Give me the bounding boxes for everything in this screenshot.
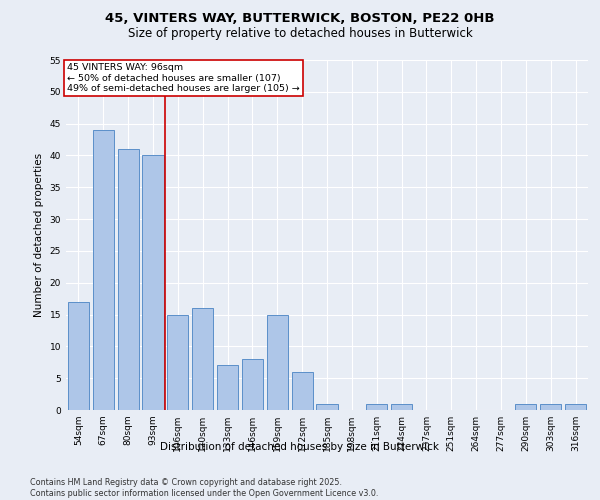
Bar: [565, 404, 586, 410]
Text: Contains HM Land Registry data © Crown copyright and database right 2025.
Contai: Contains HM Land Registry data © Crown c…: [30, 478, 379, 498]
Bar: [217, 366, 238, 410]
Bar: [167, 314, 188, 410]
Bar: [118, 149, 139, 410]
Bar: [292, 372, 313, 410]
Text: 45, VINTERS WAY, BUTTERWICK, BOSTON, PE22 0HB: 45, VINTERS WAY, BUTTERWICK, BOSTON, PE2…: [105, 12, 495, 26]
Bar: [515, 404, 536, 410]
Bar: [68, 302, 89, 410]
Text: 45 VINTERS WAY: 96sqm
← 50% of detached houses are smaller (107)
49% of semi-det: 45 VINTERS WAY: 96sqm ← 50% of detached …: [67, 63, 300, 93]
Bar: [316, 404, 338, 410]
Text: Size of property relative to detached houses in Butterwick: Size of property relative to detached ho…: [128, 28, 472, 40]
Bar: [540, 404, 561, 410]
Bar: [93, 130, 114, 410]
Bar: [242, 359, 263, 410]
Text: Distribution of detached houses by size in Butterwick: Distribution of detached houses by size …: [161, 442, 439, 452]
Bar: [391, 404, 412, 410]
Bar: [192, 308, 213, 410]
Bar: [366, 404, 387, 410]
Bar: [267, 314, 288, 410]
Bar: [142, 156, 164, 410]
Y-axis label: Number of detached properties: Number of detached properties: [34, 153, 44, 317]
